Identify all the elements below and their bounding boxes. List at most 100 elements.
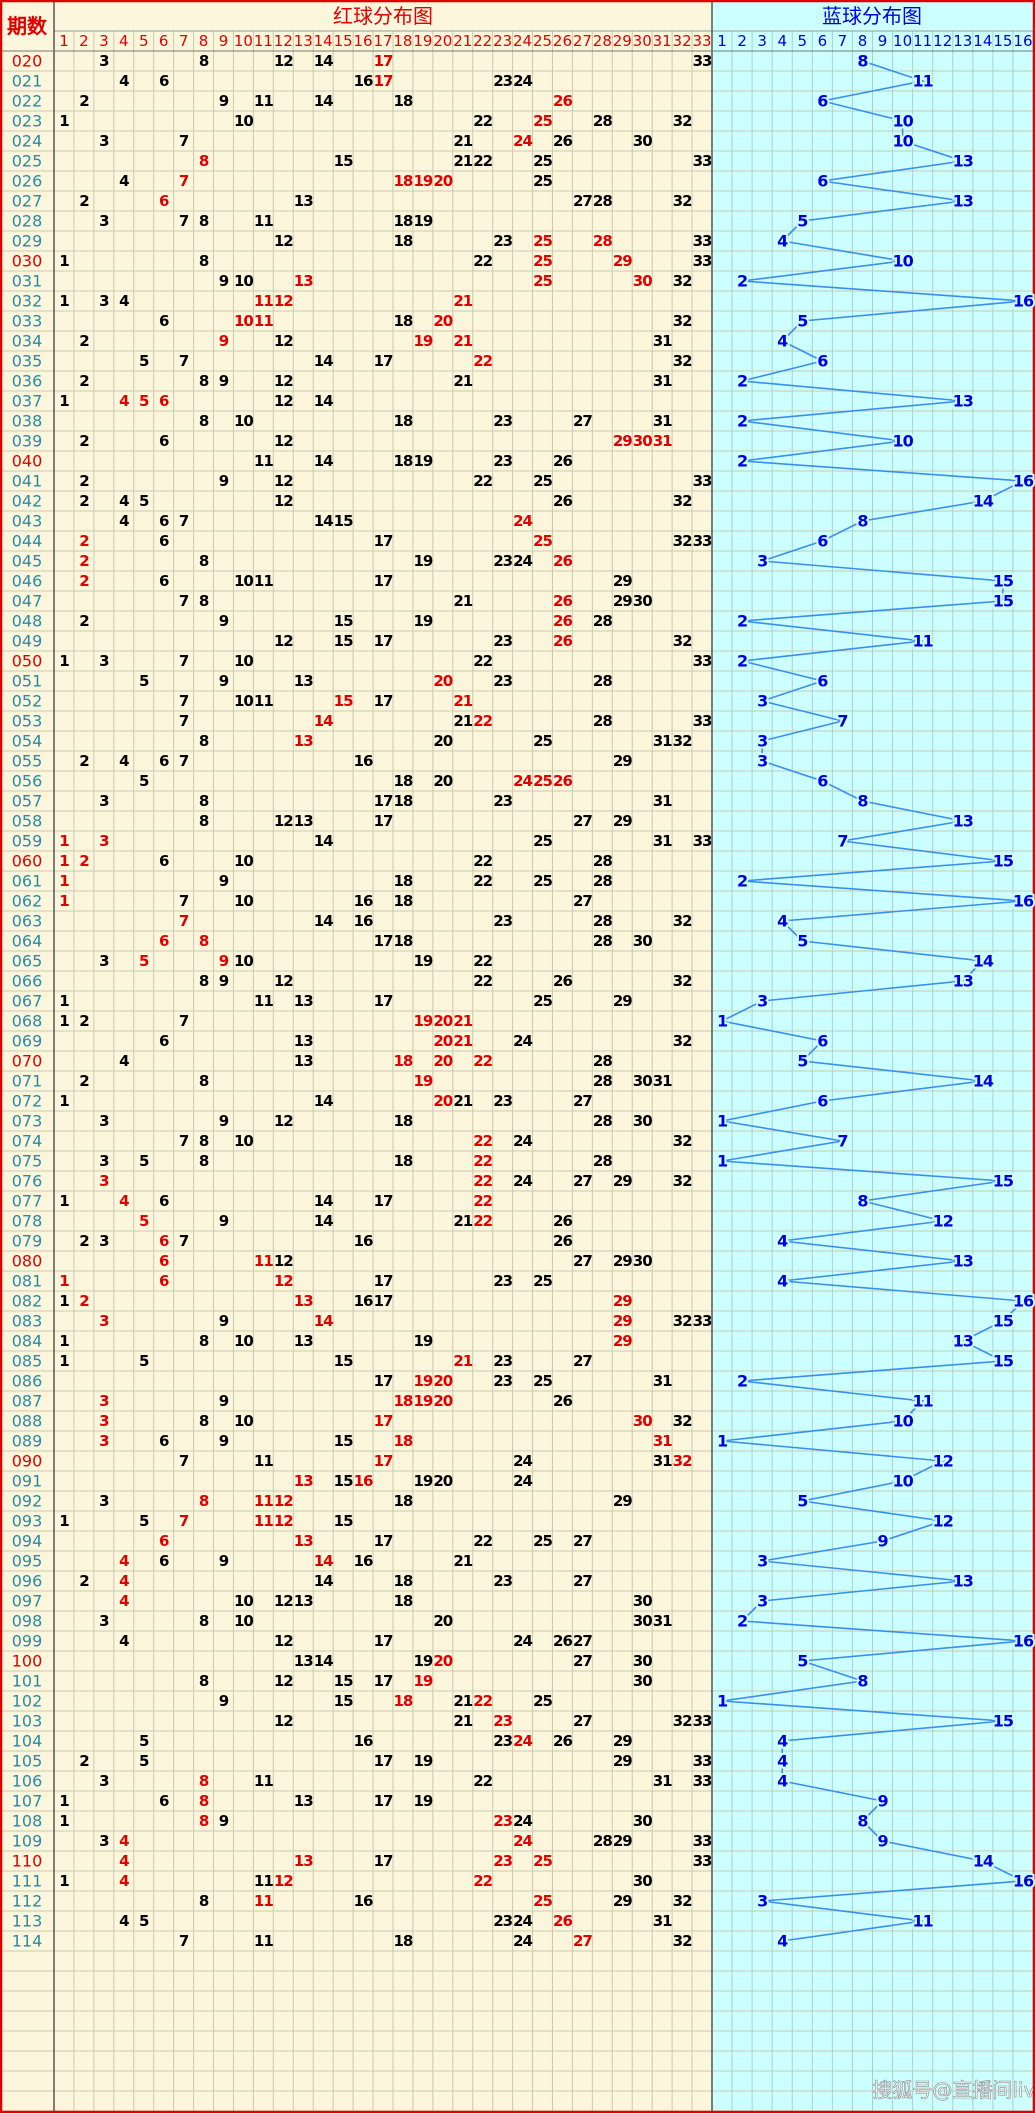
red-ball: 23: [493, 912, 512, 930]
period: 089: [12, 1432, 43, 1451]
red-ball: 5: [139, 1732, 149, 1750]
red-ball: 12: [274, 972, 293, 990]
red-ball: 6: [159, 572, 169, 590]
period: 099: [12, 1632, 43, 1651]
red-ball: 24: [513, 1032, 532, 1050]
red-ball: 1: [59, 1812, 69, 1830]
red-ball: 27: [573, 412, 592, 430]
red-column-label: 29: [613, 32, 632, 50]
red-ball: 29: [613, 1892, 632, 1910]
red-ball: 24: [513, 1912, 532, 1930]
period: 068: [12, 1012, 43, 1031]
red-ball: 17: [374, 52, 393, 70]
red-ball: 12: [274, 1112, 293, 1130]
red-ball: 20: [433, 1392, 452, 1410]
red-ball: 13: [294, 1792, 313, 1810]
blue-ball: 14: [973, 1072, 994, 1091]
period: 038: [12, 412, 43, 431]
red-ball: 11: [254, 212, 273, 230]
red-ball: 8: [199, 592, 209, 610]
blue-ball: 11: [913, 72, 934, 91]
blue-ball: 13: [953, 972, 973, 991]
red-ball: 32: [673, 272, 692, 290]
red-ball: 2: [79, 432, 89, 450]
red-ball: 11: [254, 1872, 273, 1890]
red-ball: 26: [553, 1912, 572, 1930]
blue-column-label: 4: [777, 32, 787, 50]
red-ball: 19: [413, 1752, 432, 1770]
red-ball: 27: [573, 892, 592, 910]
red-ball: 13: [294, 1652, 313, 1670]
red-ball: 14: [314, 1092, 333, 1110]
red-column-label: 16: [354, 32, 373, 50]
blue-ball: 6: [817, 1032, 828, 1051]
red-ball: 21: [453, 292, 472, 310]
red-ball: 17: [374, 1272, 393, 1290]
red-ball: 26: [553, 632, 572, 650]
period: 087: [12, 1392, 43, 1411]
red-ball: 11: [254, 92, 273, 110]
blue-ball: 1: [717, 1112, 728, 1131]
red-ball: 10: [234, 692, 253, 710]
red-ball: 18: [394, 232, 413, 250]
red-ball: 8: [199, 932, 209, 950]
red-ball: 25: [533, 872, 552, 890]
red-ball: 20: [433, 1472, 452, 1490]
blue-ball: 16: [1013, 1292, 1034, 1311]
red-ball: 1: [59, 1792, 69, 1810]
red-ball: 1: [59, 1012, 69, 1030]
period: 114: [12, 1932, 43, 1951]
red-ball: 26: [553, 1632, 572, 1650]
red-ball: 28: [593, 672, 612, 690]
red-ball: 13: [294, 672, 313, 690]
red-ball: 26: [553, 1732, 572, 1750]
red-ball: 14: [314, 392, 333, 410]
period: 020: [12, 52, 43, 71]
red-ball: 27: [573, 1252, 592, 1270]
red-ball: 10: [234, 1132, 253, 1150]
red-column-label: 2: [79, 32, 89, 50]
red-ball: 1: [59, 252, 69, 270]
red-ball: 17: [374, 1292, 393, 1310]
red-ball: 11: [254, 1252, 273, 1270]
period: 027: [12, 192, 43, 211]
red-ball: 13: [294, 1332, 313, 1350]
red-ball: 5: [139, 1152, 149, 1170]
red-column-label: 28: [593, 32, 612, 50]
blue-ball: 11: [913, 1912, 934, 1931]
red-ball: 22: [473, 152, 492, 170]
red-ball: 5: [139, 952, 149, 970]
red-ball: 6: [159, 932, 169, 950]
red-ball: 6: [159, 392, 169, 410]
red-ball: 28: [593, 612, 612, 630]
red-ball: 18: [394, 1492, 413, 1510]
blue-ball: 4: [777, 1752, 788, 1771]
red-ball: 8: [199, 1072, 209, 1090]
red-ball: 13: [294, 1052, 313, 1070]
blue-ball: 15: [993, 852, 1014, 871]
red-ball: 18: [394, 932, 413, 950]
red-ball: 25: [533, 1372, 552, 1390]
red-ball: 7: [179, 1232, 189, 1250]
period: 048: [12, 612, 43, 631]
period: 073: [12, 1112, 43, 1131]
red-ball: 5: [139, 392, 149, 410]
red-ball: 10: [234, 1612, 253, 1630]
red-ball: 8: [199, 1612, 209, 1630]
blue-ball: 10: [892, 252, 913, 271]
period: 063: [12, 912, 43, 931]
red-ball: 14: [314, 52, 333, 70]
red-ball: 20: [433, 672, 452, 690]
red-ball: 8: [199, 252, 209, 270]
red-ball: 33: [693, 1772, 712, 1790]
red-ball: 12: [274, 1252, 293, 1270]
red-ball: 4: [119, 752, 129, 770]
blue-ball: 2: [737, 452, 747, 471]
period: 082: [12, 1292, 43, 1311]
blue-column-label: 1: [717, 32, 727, 50]
red-ball: 19: [413, 1372, 432, 1390]
blue-ball: 1: [717, 1692, 728, 1711]
red-ball: 33: [693, 1832, 712, 1850]
blue-ball: 5: [797, 312, 808, 331]
period: 049: [12, 632, 43, 651]
